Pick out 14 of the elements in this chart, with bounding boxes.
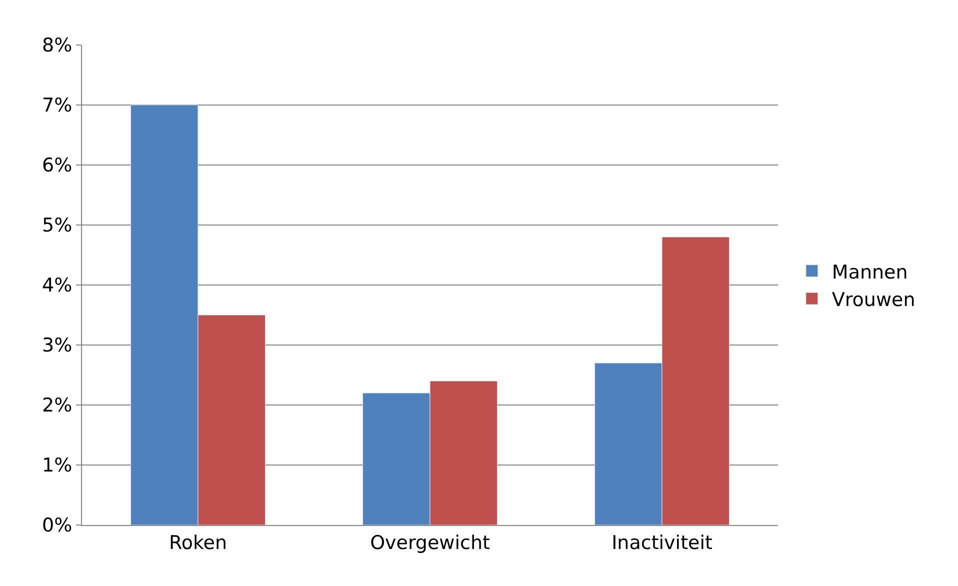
y-tick-label: 7% <box>42 94 72 117</box>
x-tick-label: Roken <box>168 532 228 554</box>
y-tick-label: 5% <box>42 214 72 237</box>
legend-label: Vrouwen <box>832 288 916 311</box>
y-tick-label: 2% <box>42 394 72 417</box>
x-tick-label: Inactiviteit <box>612 532 712 554</box>
x-tick-label: Overgewicht <box>370 532 490 554</box>
legend-label: Mannen <box>832 261 908 284</box>
y-tick-label: 4% <box>42 274 72 297</box>
y-tick-label: 8% <box>42 34 72 57</box>
y-tick-label: 6% <box>42 154 72 177</box>
y-tick-label: 0% <box>42 514 72 537</box>
y-tick-label: 3% <box>42 334 72 357</box>
y-tick-label: 1% <box>42 454 72 477</box>
